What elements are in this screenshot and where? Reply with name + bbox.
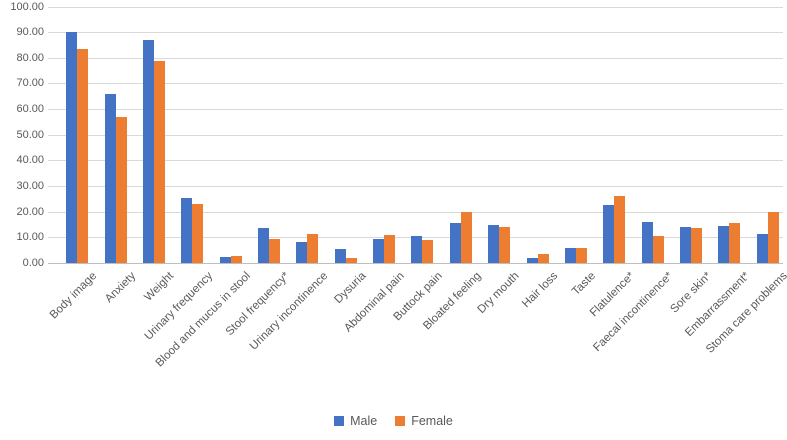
- legend: Male Female: [0, 414, 787, 428]
- bar-male-16: [680, 227, 691, 263]
- bar-female-13: [576, 248, 587, 263]
- x-axis-label: Weight: [142, 270, 177, 304]
- gridline: [48, 212, 783, 213]
- bar-male-13: [565, 248, 576, 263]
- x-axis-label: Urinary frequency: [142, 270, 215, 343]
- legend-swatch-male: [334, 416, 345, 426]
- legend-item-male: Male: [334, 414, 377, 428]
- bar-male-10: [450, 223, 461, 263]
- y-axis-tick-label: 90.00: [16, 26, 44, 38]
- bar-male-11: [488, 225, 499, 263]
- bar-female-17: [729, 223, 740, 263]
- gridline: [48, 135, 783, 136]
- bar-female-4: [231, 256, 242, 263]
- legend-item-female: Female: [395, 414, 453, 428]
- bar-female-15: [653, 236, 664, 263]
- gridline: [48, 58, 783, 59]
- bar-female-7: [346, 258, 357, 263]
- bar-male-2: [143, 40, 154, 263]
- bar-male-15: [642, 222, 653, 263]
- legend-label: Male: [350, 414, 378, 428]
- gridline: [48, 83, 783, 84]
- bar-male-12: [527, 258, 538, 263]
- bar-female-18: [768, 212, 779, 263]
- bar-male-14: [603, 205, 614, 263]
- bar-female-2: [154, 61, 165, 263]
- gridline: [48, 109, 783, 110]
- y-axis-tick-label: 20.00: [16, 206, 44, 218]
- x-axis-label: Body image: [48, 270, 100, 322]
- legend-swatch-female: [395, 416, 406, 426]
- bar-male-4: [220, 257, 231, 263]
- bar-male-9: [411, 236, 422, 263]
- bar-female-14: [614, 196, 625, 263]
- y-axis-tick-label: 70.00: [16, 77, 44, 89]
- gridline: [48, 7, 783, 8]
- bar-female-0: [77, 49, 88, 263]
- y-axis-tick-label: 40.00: [16, 154, 44, 166]
- x-axis-label: Urinary incontinence: [247, 270, 330, 353]
- x-axis-label: Taste: [570, 270, 599, 298]
- y-axis-tick-label: 0.00: [22, 257, 44, 269]
- gridline: [48, 186, 783, 187]
- bar-male-18: [757, 234, 768, 263]
- bar-female-12: [538, 254, 549, 263]
- bar-male-1: [105, 94, 116, 263]
- bar-female-10: [461, 212, 472, 263]
- bar-male-17: [718, 226, 729, 263]
- gridline: [48, 32, 783, 33]
- legend-label: Female: [411, 414, 453, 428]
- bar-male-0: [66, 32, 77, 263]
- x-axis-label: Anxiety: [102, 270, 139, 306]
- bar-female-8: [384, 235, 395, 263]
- bar-male-6: [296, 242, 307, 263]
- y-axis-tick-label: 80.00: [16, 52, 44, 64]
- bar-male-3: [181, 198, 192, 263]
- bar-female-5: [269, 239, 280, 263]
- y-axis-tick-label: 100.00: [10, 1, 44, 13]
- x-axis-label: Dysuria: [332, 270, 369, 307]
- x-axis-label: Hair loss: [519, 270, 560, 311]
- bar-female-16: [691, 228, 702, 263]
- gridline: [48, 160, 783, 161]
- bar-male-7: [335, 249, 346, 263]
- y-axis-tick-label: 30.00: [16, 180, 44, 192]
- bar-female-1: [116, 117, 127, 263]
- bar-female-11: [499, 227, 510, 263]
- y-axis-tick-label: 60.00: [16, 103, 44, 115]
- bar-male-8: [373, 239, 384, 263]
- x-axis-line: [48, 263, 783, 264]
- x-axis-label: Faecal incontinence*: [591, 270, 676, 354]
- bar-female-3: [192, 204, 203, 263]
- y-axis-tick-label: 10.00: [16, 231, 44, 243]
- bar-female-6: [307, 234, 318, 263]
- bar-male-5: [258, 228, 269, 263]
- y-axis-tick-label: 50.00: [16, 129, 44, 141]
- bar-female-9: [422, 240, 433, 263]
